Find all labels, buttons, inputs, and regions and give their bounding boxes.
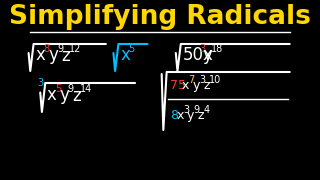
Text: z: z <box>61 47 70 65</box>
Text: 5: 5 <box>55 84 61 94</box>
Text: y: y <box>187 109 194 122</box>
Text: 9: 9 <box>57 44 63 54</box>
Text: 3: 3 <box>183 105 189 115</box>
Text: z: z <box>72 87 81 105</box>
Text: z: z <box>197 109 204 122</box>
Text: 75: 75 <box>170 78 186 91</box>
Text: 14: 14 <box>80 84 92 94</box>
Text: 3: 3 <box>37 78 43 88</box>
Text: y: y <box>60 86 69 104</box>
Text: 3: 3 <box>199 44 205 54</box>
Text: 3: 3 <box>199 75 205 85</box>
Text: 4: 4 <box>203 105 209 115</box>
Text: Simplifying Radicals: Simplifying Radicals <box>9 4 311 30</box>
Text: x: x <box>177 109 184 122</box>
Text: 5: 5 <box>128 44 135 54</box>
Text: 7: 7 <box>188 75 195 85</box>
Text: 8: 8 <box>44 44 50 54</box>
Text: z: z <box>203 78 210 91</box>
Text: 50x: 50x <box>182 46 213 64</box>
Text: y: y <box>49 46 59 64</box>
Text: x: x <box>47 86 57 104</box>
Text: y: y <box>203 46 212 64</box>
Text: y: y <box>192 78 200 91</box>
Text: 9: 9 <box>193 105 199 115</box>
Text: x: x <box>35 46 45 64</box>
Text: 9: 9 <box>68 84 74 94</box>
Text: 10: 10 <box>209 75 221 85</box>
Text: x: x <box>120 46 130 64</box>
Text: 8: 8 <box>170 109 178 122</box>
Text: x: x <box>182 78 189 91</box>
Text: 12: 12 <box>69 44 82 54</box>
Text: 18: 18 <box>211 44 223 54</box>
